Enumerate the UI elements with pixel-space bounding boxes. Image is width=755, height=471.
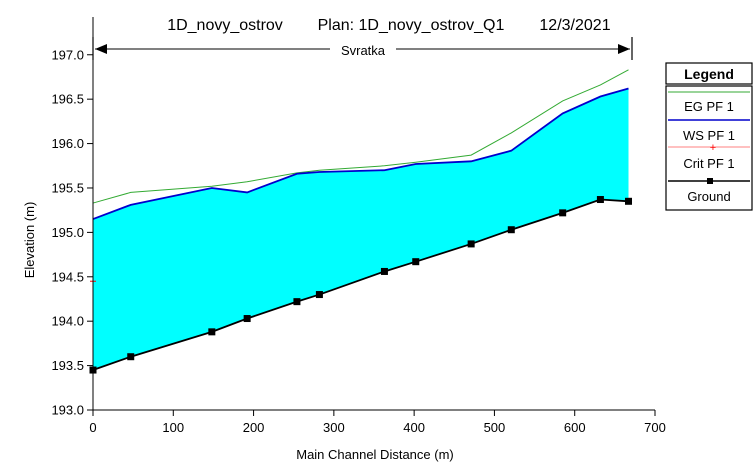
- legend-ground-marker: [707, 178, 713, 184]
- axes: 0 100 200 300 400 500 600 700 193.0 193.5 194.0 194…: [51, 17, 666, 435]
- x-tick-label: 100: [162, 420, 184, 435]
- y-tick-label: 193.0: [51, 403, 84, 418]
- plot-area: [89, 69, 633, 374]
- legend-item-eg: EG PF 1: [684, 99, 734, 114]
- reach-label: Svratka: [341, 43, 386, 58]
- ground-point: [559, 209, 567, 217]
- series-ws-line: [92, 87, 629, 220]
- x-tick-label: 500: [484, 420, 506, 435]
- header-date: 12/3/2021: [539, 17, 610, 34]
- ground-point: [596, 196, 604, 204]
- legend-item-crit: Crit PF 1: [683, 156, 734, 171]
- y-tick-label: 196.0: [51, 136, 84, 151]
- ground-point: [315, 291, 323, 299]
- y-axis-label: Elevation (m): [22, 202, 37, 279]
- legend-title-box: [665, 62, 753, 85]
- y-tick-label: 193.5: [51, 358, 84, 373]
- legend-item-ground: Ground: [687, 189, 730, 204]
- ground-point: [507, 226, 515, 234]
- y-tick-label: 196.5: [51, 92, 84, 107]
- y-tick-label: 195.0: [51, 225, 84, 240]
- water-fill: [93, 88, 629, 371]
- x-tick-label: 600: [564, 420, 586, 435]
- y-tick-label: 194.0: [51, 314, 84, 329]
- x-tick-label: 300: [323, 420, 345, 435]
- ground-point: [293, 298, 301, 306]
- ground-point: [127, 353, 135, 361]
- y-tick-label: 197.0: [51, 47, 84, 62]
- x-axis-label: Main Channel Distance (m): [296, 447, 454, 462]
- reach-arrowhead-right: [618, 44, 630, 54]
- reach-annotation: Svratka: [92, 37, 633, 60]
- x-tick-label: 400: [403, 420, 425, 435]
- legend-item-ws: WS PF 1: [683, 128, 735, 143]
- ground-point: [380, 267, 388, 275]
- x-tick-label: 0: [89, 420, 96, 435]
- legend-crit-marker: +: [710, 142, 716, 154]
- x-tick-label: 700: [644, 420, 666, 435]
- ground-point: [625, 197, 633, 205]
- header-plan: Plan: 1D_novy_ostrov_Q1: [318, 17, 505, 34]
- legend: Legend EG PF 1 WS PF 1 + Crit PF 1 Groun…: [665, 62, 753, 211]
- ground-point: [467, 240, 475, 248]
- reach-arrowhead-left: [95, 44, 107, 54]
- ground-point: [208, 328, 216, 336]
- header-project: 1D_novy_ostrov: [167, 17, 283, 34]
- series-eg-line: [92, 69, 629, 204]
- ground-point: [412, 258, 420, 266]
- y-tick-label: 194.5: [51, 269, 84, 284]
- ground-point: [243, 315, 251, 323]
- legend-items-box: [665, 85, 753, 211]
- legend-title: Legend: [684, 66, 734, 82]
- x-tick-label: 200: [243, 420, 265, 435]
- y-tick-label: 195.5: [51, 180, 84, 195]
